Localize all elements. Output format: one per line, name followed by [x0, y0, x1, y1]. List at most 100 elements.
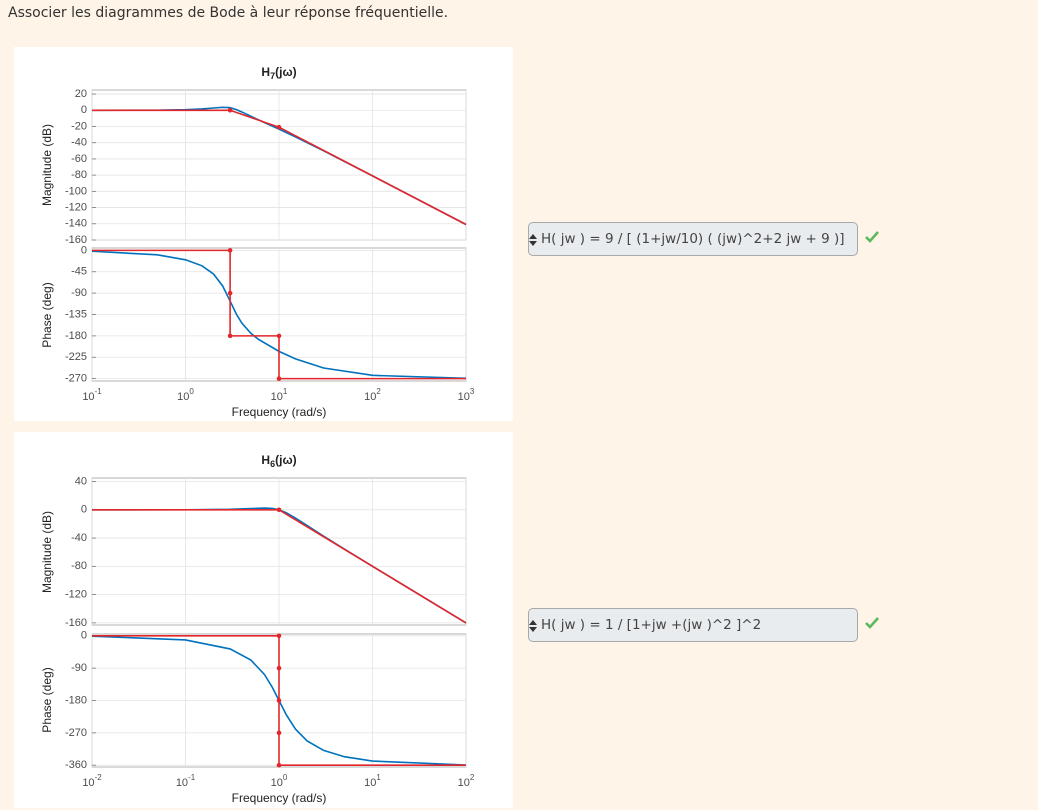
y-tick-label: 20 — [75, 88, 87, 100]
break-point — [276, 507, 282, 513]
check-icon — [865, 231, 879, 243]
x-tick-exponent: 2 — [470, 773, 475, 782]
x-axis-label: Frequency (rad/s) — [232, 791, 327, 805]
x-tick-exponent: -1 — [188, 773, 196, 782]
y-tick-label: -180 — [65, 330, 87, 342]
break-point — [227, 333, 233, 339]
y-tick-label: 0 — [81, 104, 87, 116]
x-tick-base: 10 — [177, 391, 189, 403]
y-tick-label: -45 — [71, 266, 87, 278]
title-arg: (jω) — [275, 453, 296, 467]
select-arrow — [529, 620, 537, 632]
y-tick-label: 0 — [81, 244, 87, 256]
y-tick-label: -60 — [71, 153, 87, 165]
y-tick-label: -160 — [65, 617, 87, 629]
y-tick-label: -180 — [65, 694, 87, 706]
x-tick-label: 100 — [177, 387, 194, 403]
x-tick-base: 10 — [364, 777, 376, 789]
break-point — [276, 762, 282, 768]
y-tick-label: -40 — [71, 137, 87, 149]
check-icon — [865, 617, 879, 629]
x-tick-base: 10 — [271, 391, 283, 403]
break-point — [276, 633, 282, 639]
y-tick-label: 0 — [81, 504, 87, 516]
response-line — [91, 635, 467, 766]
x-tick-base: 10 — [82, 777, 94, 789]
y-tick-label: -270 — [65, 727, 87, 739]
x-tick-exponent: 3 — [470, 387, 475, 396]
title-sub: 7 — [270, 71, 275, 81]
y-tick-label: -135 — [65, 308, 87, 320]
answer-text: H( jw ) = 9 / [ (1+jw/10) ( (jw)^2+2 jw … — [541, 231, 845, 247]
y-tick-label: -90 — [71, 287, 87, 299]
y-axis-label: Phase (deg) — [40, 282, 54, 347]
y-tick-label: -270 — [65, 373, 87, 385]
y-axis-label: Magnitude (dB) — [40, 124, 54, 206]
answer-text: H( jw ) = 1 / [1+jw +(jw )^2 ]^2 — [541, 617, 762, 633]
title-sub: 6 — [270, 459, 275, 469]
break-point — [276, 665, 282, 671]
y-tick-label: -160 — [65, 234, 87, 246]
title-base: H — [261, 453, 270, 467]
x-tick-label: 10-2 — [82, 773, 102, 789]
break-point — [276, 376, 282, 381]
y-tick-label: -120 — [65, 589, 87, 601]
x-tick-exponent: 2 — [376, 387, 381, 396]
x-tick-base: 10 — [458, 391, 470, 403]
y-axis-label: Magnitude (dB) — [40, 511, 54, 593]
plot-title: H7(jω) — [261, 65, 296, 81]
x-tick-base: 10 — [82, 391, 94, 403]
asymptote-line — [92, 249, 466, 380]
break-point — [227, 290, 233, 296]
x-axis-label: Frequency (rad/s) — [232, 405, 327, 419]
asymptote-line — [92, 109, 467, 226]
y-tick-label: -120 — [65, 201, 87, 213]
y-tick-label: -100 — [65, 185, 87, 197]
x-tick-exponent: 0 — [189, 387, 194, 396]
x-tick-base: 10 — [364, 391, 376, 403]
x-tick-exponent: 1 — [283, 387, 288, 396]
x-tick-label: 102 — [364, 387, 381, 403]
y-axis-label: Phase (deg) — [40, 667, 54, 732]
answer-select[interactable]: H( jw ) = 9 / [ (1+jw/10) ( (jw)^2+2 jw … — [528, 222, 858, 256]
x-tick-label: 101 — [271, 387, 288, 403]
answer-select[interactable]: H( jw ) = 1 / [1+jw +(jw )^2 ]^2 — [528, 608, 858, 642]
break-point — [276, 730, 282, 736]
x-tick-exponent: 1 — [376, 773, 381, 782]
instruction: Associer les diagrammes de Bode à leur r… — [8, 5, 449, 21]
y-tick-label: -90 — [71, 662, 87, 674]
y-tick-label: 0 — [81, 630, 87, 642]
break-point — [276, 698, 282, 703]
x-tick-base: 10 — [458, 777, 470, 789]
x-tick-base: 10 — [176, 777, 188, 789]
y-tick-label: -80 — [71, 169, 87, 181]
x-tick-label: 103 — [458, 387, 475, 403]
x-tick-label: 100 — [271, 773, 288, 789]
title-base: H — [261, 65, 270, 79]
break-point — [276, 333, 282, 339]
y-tick-label: -80 — [71, 560, 87, 572]
response-line — [91, 250, 467, 380]
y-tick-label: 40 — [75, 475, 87, 487]
x-tick-label: 101 — [364, 773, 381, 789]
x-tick-exponent: 0 — [283, 773, 288, 782]
x-tick-label: 102 — [458, 773, 475, 789]
select-arrow — [529, 234, 537, 246]
break-point — [276, 124, 282, 130]
x-tick-label: 10-1 — [82, 387, 102, 403]
y-tick-label: -20 — [71, 120, 87, 132]
x-tick-base: 10 — [271, 777, 283, 789]
title-arg: (jω) — [275, 65, 296, 79]
y-tick-label: -140 — [65, 218, 87, 230]
y-tick-label: -360 — [65, 759, 87, 771]
x-tick-exponent: -1 — [95, 387, 103, 396]
y-tick-label: -225 — [65, 351, 87, 363]
break-point — [227, 107, 233, 113]
y-tick-label: -40 — [71, 532, 87, 544]
plot-title: H6(jω) — [261, 453, 296, 469]
x-tick-exponent: -2 — [95, 773, 103, 782]
x-tick-label: 10-1 — [176, 773, 196, 789]
break-point — [227, 248, 233, 253]
